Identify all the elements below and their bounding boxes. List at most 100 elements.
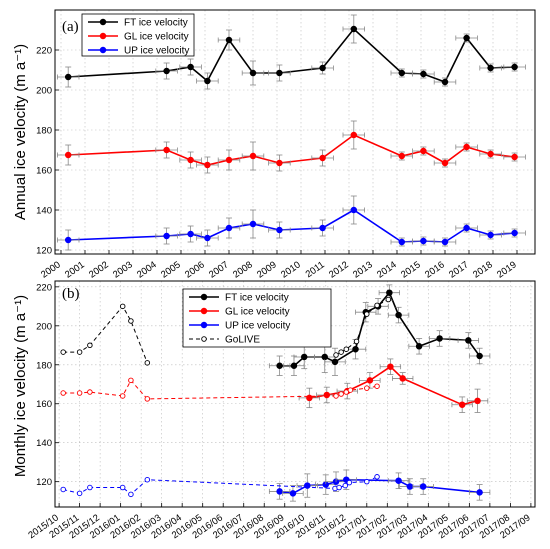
data-point <box>463 143 470 151</box>
series-golive-5 <box>60 474 380 498</box>
data-point <box>119 303 126 310</box>
x-tick-label: 2015 <box>399 259 423 280</box>
series-line <box>68 134 515 166</box>
data-point <box>415 343 423 350</box>
data-point <box>144 360 151 366</box>
legend-swatch-marker <box>200 293 208 301</box>
legend-label: GL ice velocity <box>124 32 189 43</box>
x-tick-label: 2018 <box>471 259 495 280</box>
data-point <box>366 377 374 384</box>
panel-a-ylabel: Annual ice velocity (m a⁻¹) <box>12 44 29 220</box>
y-tick-label: 220 <box>36 282 52 293</box>
legend-label: FT ice velocity <box>225 293 289 304</box>
data-point <box>487 64 494 72</box>
data-point <box>395 311 402 319</box>
data-point <box>338 349 344 355</box>
series-up-ice-velocity <box>268 469 491 502</box>
data-point <box>60 390 66 396</box>
data-point <box>476 489 483 496</box>
data-point <box>398 238 406 246</box>
data-point <box>204 161 211 169</box>
x-tick-label: 2014 <box>375 259 399 280</box>
x-tick-label: 2004 <box>135 259 159 280</box>
y-tick-label: 120 <box>36 246 52 257</box>
data-point <box>487 231 494 239</box>
data-point <box>276 226 283 234</box>
x-tick-label: 2017 <box>447 259 471 280</box>
series-line <box>63 379 378 400</box>
data-point <box>398 152 406 160</box>
data-point <box>119 484 126 491</box>
data-point <box>144 476 151 483</box>
data-point <box>399 375 406 382</box>
panel-b-y-ticks: 120 140 160 180 200 220 <box>36 282 59 488</box>
data-point <box>225 156 233 164</box>
legend-label: UP ice velocity <box>124 46 189 57</box>
data-point <box>323 391 331 399</box>
data-point <box>420 237 427 245</box>
data-point <box>225 36 233 44</box>
data-point <box>350 131 358 139</box>
panel-a-frame <box>54 9 536 255</box>
panel-b-monthly: Monthly ice velocity (m a⁻¹) (b) 1201401… <box>12 280 536 541</box>
data-point <box>441 78 449 86</box>
series-line <box>63 476 378 495</box>
data-point <box>289 490 297 497</box>
data-point <box>249 152 257 160</box>
legend-swatch-marker <box>201 336 207 342</box>
data-point <box>64 73 72 81</box>
x-tick-label: 2011 <box>304 259 327 280</box>
panel-a-y-ticks: 120 140 160 180 200 220 <box>36 46 59 257</box>
data-point <box>342 482 349 489</box>
data-point <box>406 483 414 490</box>
data-point <box>76 349 83 355</box>
panel-a-x-ticks: 2000 2001 2002 2003 2004 2005 2006 2007 2008 2009… <box>39 250 519 281</box>
data-point <box>338 391 344 397</box>
data-point <box>276 69 283 77</box>
data-point <box>441 238 449 246</box>
x-tick-label: 2003 <box>111 259 135 280</box>
series-up-ice-velocity <box>57 195 526 251</box>
data-point <box>420 147 427 155</box>
data-point <box>474 397 481 405</box>
x-tick-label: 2010 <box>279 259 303 280</box>
legend-swatch-marker <box>99 18 107 26</box>
panel-a-series <box>57 14 526 251</box>
data-point <box>331 358 339 366</box>
series-golive-6 <box>333 296 392 358</box>
data-point <box>319 154 326 162</box>
series-line <box>63 305 148 363</box>
data-point <box>319 64 326 72</box>
legend-label: FT ice velocity <box>124 18 188 29</box>
y-tick-label: 160 <box>36 399 52 410</box>
data-point <box>465 337 472 344</box>
data-point <box>385 296 392 303</box>
data-point <box>76 490 83 497</box>
data-point <box>350 206 358 214</box>
legend-swatch-marker <box>99 46 107 54</box>
y-tick-label: 120 <box>36 477 52 488</box>
data-point <box>511 229 518 237</box>
y-tick-label: 180 <box>36 360 52 371</box>
data-point <box>395 477 402 484</box>
data-point <box>249 69 257 77</box>
data-point <box>128 377 134 384</box>
panel-a-annual: Annual ice velocity (m a⁻¹) (a) 120 140 16… <box>12 9 536 281</box>
x-tick-label: 2012 <box>327 259 351 280</box>
panel-b-label: (b) <box>62 286 80 302</box>
data-point <box>163 146 170 154</box>
data-point <box>163 232 170 240</box>
panel-a-legend: FT ice velocity GL ice velocity UP ice vel… <box>81 13 195 57</box>
panel-a-label: (a) <box>62 19 79 35</box>
x-tick-label: 2009 <box>255 259 279 280</box>
data-point <box>374 302 380 309</box>
data-point <box>420 70 427 78</box>
x-tick-label: 2013 <box>351 259 375 280</box>
data-point <box>204 234 211 242</box>
panel-b-series <box>60 284 491 502</box>
series-gl-ice-velocity <box>57 120 526 174</box>
y-tick-label: 140 <box>36 206 52 217</box>
series-gl-ice-velocity <box>298 358 489 413</box>
data-point <box>511 153 518 161</box>
series-line <box>68 209 515 243</box>
